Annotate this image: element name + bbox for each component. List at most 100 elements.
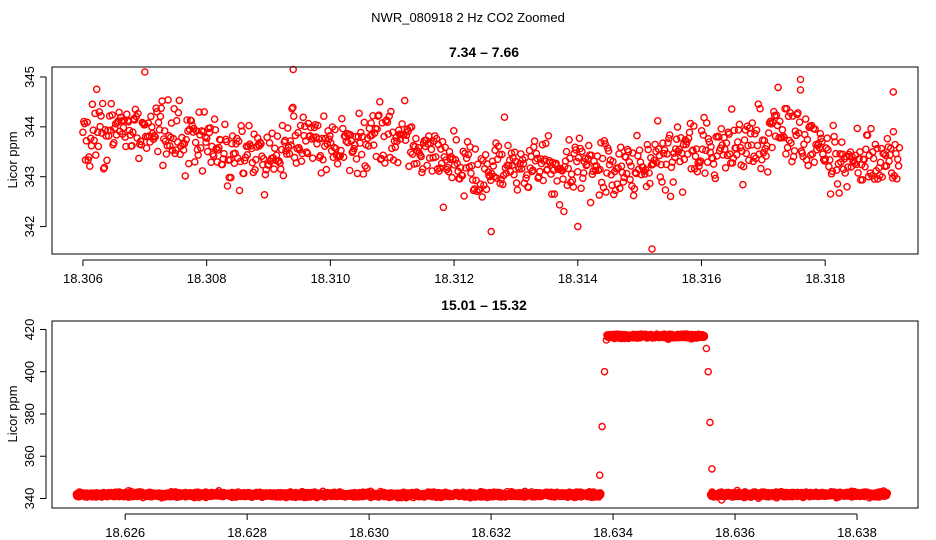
panel-top-data-point: [171, 149, 179, 158]
panel-top-data-point: [687, 164, 696, 173]
panel-top-data-point: [539, 176, 548, 185]
panel-top-data-point: [252, 155, 260, 164]
panel-top-data-point: [560, 207, 568, 216]
panel-top-data-point: [296, 121, 305, 130]
panel-top-data-point: [95, 108, 104, 116]
panel-top-x-tick-label: 18.316: [682, 271, 722, 286]
panel-top-data-point: [259, 154, 268, 163]
panel-top-data-point: [367, 119, 376, 127]
panel-top-data-point: [110, 138, 118, 147]
panel-top-data-point: [604, 147, 613, 155]
panel-top-data-point: [294, 128, 302, 137]
panel-top-data-point: [658, 178, 666, 186]
panel-top-x-tick-label: 18.318: [805, 271, 845, 286]
panel-top-data-point: [200, 108, 208, 116]
panel-top-data-point: [153, 147, 162, 156]
panel-top-data-point: [351, 132, 360, 141]
panel-top-data-point: [579, 174, 587, 182]
panel-top-data-point: [195, 108, 203, 116]
panel-top-data-point: [532, 149, 541, 158]
panel-top-data-point: [98, 99, 107, 108]
panel-top-data-point: [748, 119, 757, 127]
panel-top-data-point: [355, 109, 363, 118]
panel-top-data-point: [699, 131, 708, 139]
panel-top-data-point: [313, 121, 322, 130]
panel-top-data-point: [326, 138, 335, 147]
panel-top-data-point: [860, 155, 869, 164]
panel-top-data-point: [676, 157, 684, 166]
panel-top-data-point: [625, 158, 634, 166]
panel-top-data-point: [870, 175, 879, 183]
panel-top-data-point: [279, 171, 288, 180]
panel-top-data-point: [585, 141, 593, 150]
panel-top-data-point: [140, 68, 149, 76]
panel-top-data-point: [338, 124, 347, 133]
panel-top-data-point: [733, 150, 741, 159]
panel-bottom-axes: 18.626 18.628 18.630 18.632 18.634 18.636 18.6…: [22, 319, 877, 540]
panel-bottom: 15.01 – 15.32 Licor ppm 18.626 18.628 18.6…: [5, 297, 919, 540]
panel-top-data-point: [871, 140, 880, 149]
panel-top-data-point: [811, 125, 819, 133]
panel-top-data-point: [735, 120, 744, 129]
panel-top-data-point: [894, 162, 903, 170]
panel-top-data-point: [776, 117, 784, 126]
panel-bottom-y-tick-label: 360: [22, 445, 37, 467]
panel-top-data-point: [801, 115, 810, 123]
panel-top-data-point: [441, 143, 450, 152]
panel-top-data-point: [88, 100, 97, 109]
panel-top-data-point: [555, 200, 564, 209]
panel-top-data-point: [616, 143, 625, 152]
panel-top-data-point: [709, 160, 718, 168]
panel-top-data-point: [758, 155, 766, 164]
panel-top-data-point: [727, 105, 736, 113]
panel-top-data-point: [174, 108, 183, 117]
panel-bottom-x-tick-label: 18.628: [227, 525, 267, 540]
panel-bottom-x-tick-label: 18.634: [593, 525, 633, 540]
panel-top-data-point: [573, 157, 581, 166]
panel-top-data-point: [862, 145, 870, 154]
panel-top-data-point: [645, 169, 653, 177]
panel-top-data-point: [856, 148, 864, 156]
panel-top-data-point: [657, 160, 665, 169]
panel-top-data-point: [156, 112, 165, 121]
panel-top-data-point: [375, 111, 383, 119]
panel-top-data-point: [794, 109, 802, 117]
panel-top-data-point: [235, 186, 244, 195]
panel-top-data-point: [243, 150, 252, 159]
panel-top-data-point: [565, 135, 573, 144]
panel-top-data-point: [211, 126, 220, 134]
panel-top-data-point: [182, 135, 190, 144]
panel-top-data-point: [575, 134, 584, 143]
panel-top-data-point: [680, 155, 689, 164]
panel-top-data-point: [462, 154, 471, 163]
panel-top-data-point: [209, 152, 218, 160]
panel-top-data-point: [536, 167, 544, 176]
panel-top-data-point: [189, 128, 197, 136]
panel-top-data-point: [688, 147, 696, 155]
panel-top-data-point: [473, 160, 482, 169]
panel-top-data-point: [373, 125, 382, 133]
panel-top-data-point: [821, 155, 830, 163]
panel-top-data-point: [562, 147, 571, 156]
panel-top-data-point: [151, 133, 159, 141]
panel-top-data-point: [800, 140, 808, 149]
panel-top-data-point: [227, 139, 236, 148]
panel-top-data-point: [838, 138, 846, 146]
panel-top-data-point: [548, 190, 556, 198]
panel-top-points: [79, 65, 904, 253]
panel-top-data-point: [736, 143, 745, 152]
panel-top-data-point: [134, 109, 142, 118]
panel-top-data-point: [439, 203, 448, 212]
panel-top-data-point: [90, 136, 98, 145]
panel-top-data-point: [831, 138, 839, 146]
panel-top-data-point: [504, 141, 512, 150]
panel-top-data-point: [858, 175, 867, 184]
panel-top-data-point: [180, 139, 189, 148]
panel-top-data-point: [610, 190, 618, 199]
panel-top-data-point: [498, 150, 506, 159]
panel-top-data-point: [364, 142, 373, 150]
panel-top-y-tick-label: 344: [22, 116, 37, 138]
panel-top-data-point: [79, 128, 87, 137]
panel-top-data-point: [826, 190, 835, 198]
panel-top-data-point: [853, 124, 862, 133]
